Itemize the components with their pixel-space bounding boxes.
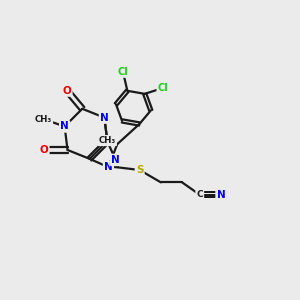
Text: N: N [217,190,225,200]
Text: C: C [196,190,203,199]
Text: N: N [60,122,69,131]
Text: N: N [104,162,113,172]
Text: O: O [63,85,71,95]
Text: S: S [136,165,143,175]
Text: Cl: Cl [158,83,168,93]
Text: Cl: Cl [118,67,128,76]
Text: N: N [111,155,120,165]
Text: N: N [100,112,109,123]
Text: CH₃: CH₃ [35,115,52,124]
Text: CH₃: CH₃ [99,136,116,145]
Text: O: O [40,145,48,155]
